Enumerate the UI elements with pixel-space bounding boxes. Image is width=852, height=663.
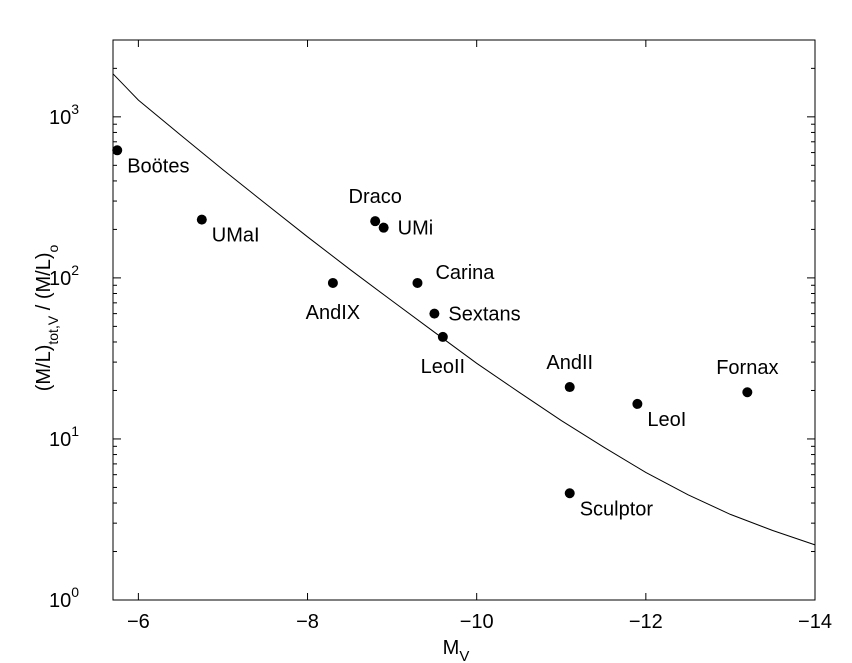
x-tick-label: −14 [798,611,832,633]
data-point-label: UMi [398,218,434,240]
x-tick-label: −12 [629,611,663,633]
data-point [564,488,575,499]
data-point [196,214,207,225]
y-axis-ticks: 100 101 102 103 [49,39,815,612]
data-point [564,382,575,393]
data-point-label: LeoII [421,356,465,378]
data-point [412,277,423,288]
model-curve-layer [112,73,816,546]
plot-frame [112,39,816,601]
data-point-label: Fornax [716,357,778,379]
data-point [370,216,381,227]
data-point [378,222,389,233]
data-point-label: Carina [435,262,495,284]
data-point [112,145,123,156]
data-point [742,387,753,398]
y-axis-title: (M/L)tot,V / (M/L)o [33,244,61,391]
y-tick-label: 103 [49,101,79,129]
model-curve [112,73,816,546]
data-point-label: Boötes [127,155,189,177]
x-axis-title: MV [443,637,470,663]
data-point-label: AndIX [306,302,360,324]
data-point-label: AndII [546,352,593,374]
x-tick-label: −8 [296,611,319,633]
data-point [437,331,448,342]
data-point [632,398,643,409]
x-tick-label: −6 [127,611,150,633]
data-point [429,308,440,319]
x-tick-label: −10 [460,611,494,633]
y-tick-label: 101 [49,423,79,451]
y-axis-label: (M/L)tot,V / (M/L)o [33,244,61,391]
data-point [327,277,338,288]
y-tick-label: 100 [49,584,79,612]
data-point-label: Sculptor [580,498,654,520]
x-axis-label: MV [443,637,470,663]
data-point-label: LeoI [647,409,686,431]
data-point-label: UMaI [212,225,260,247]
y-tick-label: 102 [49,262,79,290]
x-axis-ticks: −6 −8 −10 −12 −14 [127,40,832,633]
data-point-label: Sextans [448,304,520,326]
data-point-label: Draco [349,186,402,208]
